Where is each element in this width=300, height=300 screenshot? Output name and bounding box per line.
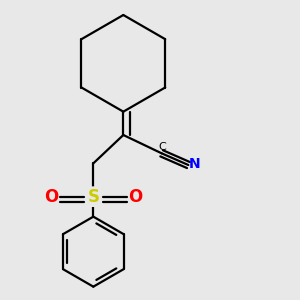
Text: N: N xyxy=(189,157,201,171)
Text: S: S xyxy=(87,188,99,206)
Text: O: O xyxy=(128,188,143,206)
Text: O: O xyxy=(44,188,58,206)
Text: C: C xyxy=(158,142,166,152)
